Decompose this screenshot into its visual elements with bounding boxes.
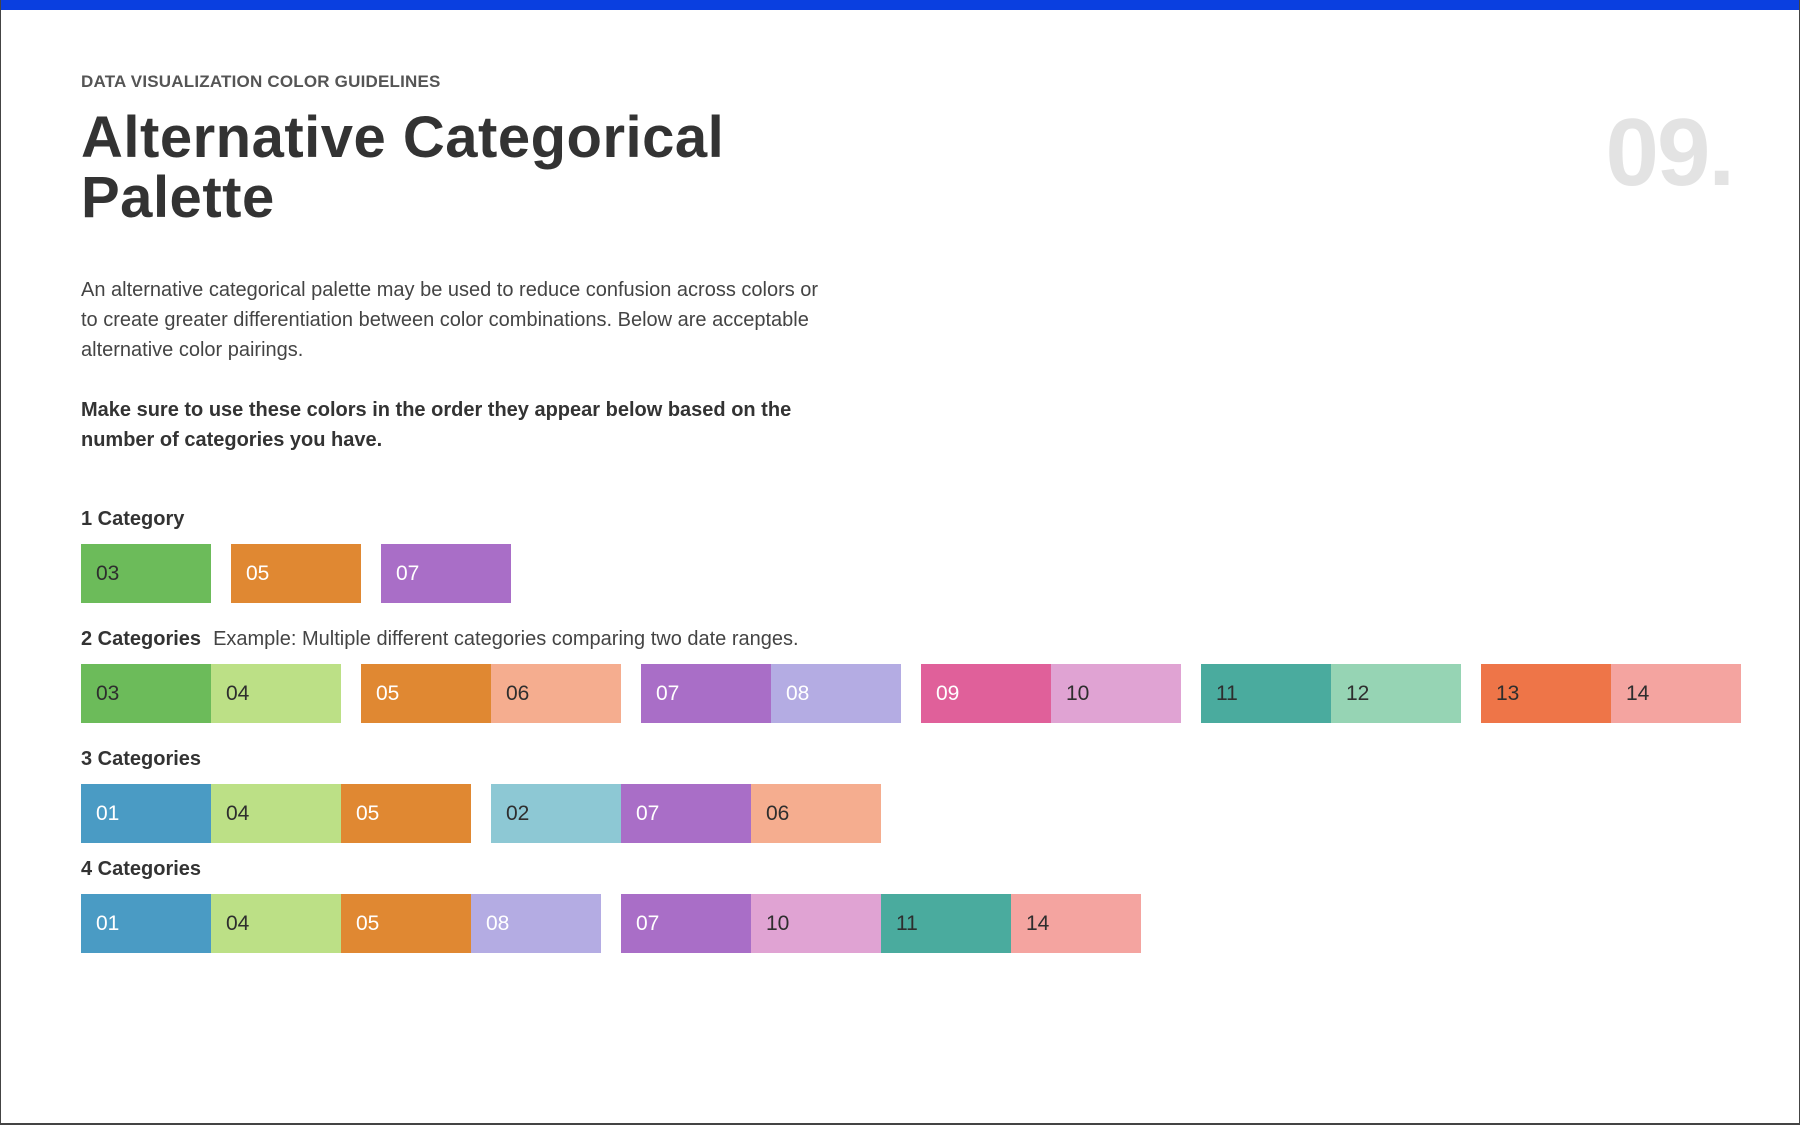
swatch-set: 13 14 xyxy=(1481,664,1741,723)
swatch-set: 01 04 05 08 xyxy=(81,894,601,953)
color-swatch: 11 xyxy=(1201,664,1331,723)
swatch-set: 07 xyxy=(381,544,511,603)
color-swatch: 10 xyxy=(751,894,881,953)
color-swatch: 06 xyxy=(491,664,621,723)
color-swatch: 03 xyxy=(81,664,211,723)
color-swatch: 04 xyxy=(211,784,341,843)
group-heading: 3 Categories xyxy=(81,746,1741,772)
color-swatch: 08 xyxy=(771,664,901,723)
group-heading: 1 Category xyxy=(81,506,1741,532)
swatch-sets: 01 04 05 08 07 10 11 14 xyxy=(81,894,1741,953)
color-swatch: 08 xyxy=(471,894,601,953)
group-label: 4 Categories xyxy=(81,858,202,880)
palette-group: 3 Categories 01 04 05 02 07 06 xyxy=(81,746,1741,843)
group-label: 1 Category xyxy=(81,508,185,530)
swatch-set: 05 xyxy=(231,544,361,603)
palette-group: 2 Categories Example: Multiple different … xyxy=(81,626,1741,723)
swatch-sets: 01 04 05 02 07 06 xyxy=(81,784,1741,843)
color-swatch: 02 xyxy=(491,784,621,843)
color-swatch: 14 xyxy=(1611,664,1741,723)
color-swatch: 05 xyxy=(341,784,471,843)
color-swatch: 14 xyxy=(1011,894,1141,953)
color-swatch: 04 xyxy=(211,664,341,723)
color-swatch: 06 xyxy=(751,784,881,843)
swatch-sets: 03 04 05 06 07 08 09 10 11 12 13 14 xyxy=(81,664,1741,723)
swatch-set: 03 04 xyxy=(81,664,341,723)
page-number: 09. xyxy=(1605,99,1735,206)
color-swatch: 07 xyxy=(621,784,751,843)
swatch-sets: 03 05 07 xyxy=(81,544,1741,603)
color-swatch: 09 xyxy=(921,664,1051,723)
swatch-set: 02 07 06 xyxy=(491,784,881,843)
color-swatch: 11 xyxy=(881,894,1011,953)
color-swatch: 07 xyxy=(641,664,771,723)
swatch-set: 03 xyxy=(81,544,211,603)
color-swatch: 13 xyxy=(1481,664,1611,723)
group-label: 3 Categories xyxy=(81,748,202,770)
swatch-set: 01 04 05 xyxy=(81,784,471,843)
intro-paragraph: An alternative categorical palette may b… xyxy=(81,279,819,361)
group-heading: 4 Categories xyxy=(81,856,1741,882)
color-swatch: 04 xyxy=(211,894,341,953)
group-heading: 2 Categories Example: Multiple different … xyxy=(81,626,1741,652)
intro-note: Make sure to use these colors in the ord… xyxy=(81,399,792,451)
title: Alternative Categorical Palette xyxy=(81,105,725,230)
swatch-set: 09 10 xyxy=(921,664,1181,723)
eyebrow: DATA VISUALIZATION COLOR GUIDELINES xyxy=(81,72,441,91)
group-note: Example: Multiple different categories c… xyxy=(213,628,799,650)
group-label: 2 Categories xyxy=(81,628,202,650)
color-swatch: 12 xyxy=(1331,664,1461,723)
color-swatch: 05 xyxy=(361,664,491,723)
color-swatch: 01 xyxy=(81,894,211,953)
color-swatch: 07 xyxy=(621,894,751,953)
swatch-set: 11 12 xyxy=(1201,664,1461,723)
swatch-set: 07 08 xyxy=(641,664,901,723)
color-swatch: 01 xyxy=(81,784,211,843)
swatch-set: 07 10 11 14 xyxy=(621,894,1141,953)
palette-groups: 1 Category 03 05 07 2 Categories Example: Mul… xyxy=(81,506,1741,976)
swatch-set: 05 06 xyxy=(361,664,621,723)
color-swatch: 07 xyxy=(381,544,511,603)
palette-group: 4 Categories 01 04 05 08 07 10 11 14 xyxy=(81,856,1741,953)
color-swatch: 05 xyxy=(341,894,471,953)
color-swatch: 03 xyxy=(81,544,211,603)
palette-group: 1 Category 03 05 07 xyxy=(81,506,1741,603)
top-bar xyxy=(1,0,1799,10)
color-swatch: 10 xyxy=(1051,664,1181,723)
color-swatch: 05 xyxy=(231,544,361,603)
